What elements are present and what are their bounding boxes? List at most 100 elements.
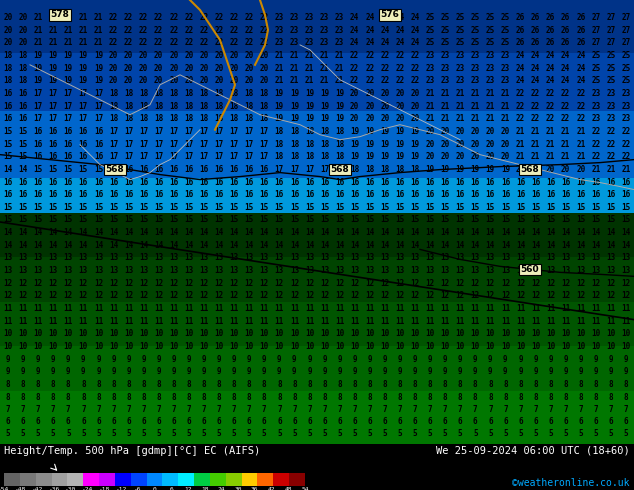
Text: 21: 21 bbox=[320, 64, 329, 74]
Text: 18: 18 bbox=[184, 89, 193, 98]
Text: 18: 18 bbox=[335, 140, 344, 149]
Text: 21: 21 bbox=[546, 152, 555, 161]
Text: 14: 14 bbox=[214, 228, 224, 237]
Text: 23: 23 bbox=[592, 89, 600, 98]
Text: 20: 20 bbox=[199, 76, 209, 85]
Text: 14: 14 bbox=[139, 241, 148, 250]
Text: 11: 11 bbox=[561, 317, 571, 326]
Text: 16: 16 bbox=[425, 190, 435, 199]
Text: 17: 17 bbox=[214, 127, 224, 136]
Text: 14: 14 bbox=[501, 241, 510, 250]
Text: 11: 11 bbox=[18, 304, 28, 313]
Text: 22: 22 bbox=[245, 38, 254, 48]
Text: 5: 5 bbox=[322, 429, 327, 439]
Text: 9: 9 bbox=[488, 355, 493, 364]
Text: 9: 9 bbox=[6, 355, 10, 364]
Text: 20: 20 bbox=[154, 51, 164, 60]
Text: 25: 25 bbox=[425, 26, 435, 35]
Text: 16: 16 bbox=[63, 190, 73, 199]
Text: 10: 10 bbox=[486, 342, 495, 351]
Text: ©weatheronline.co.uk: ©weatheronline.co.uk bbox=[512, 478, 630, 488]
Text: 22: 22 bbox=[516, 114, 525, 123]
Text: 14: 14 bbox=[350, 241, 359, 250]
Text: 6: 6 bbox=[307, 417, 312, 426]
Text: 8: 8 bbox=[458, 380, 463, 389]
Text: 14: 14 bbox=[576, 228, 585, 237]
Text: 18: 18 bbox=[230, 102, 239, 111]
Text: 22: 22 bbox=[109, 38, 118, 48]
Text: 19: 19 bbox=[365, 140, 375, 149]
Text: 10: 10 bbox=[546, 342, 555, 351]
Text: 8: 8 bbox=[337, 392, 342, 401]
Text: 14: 14 bbox=[230, 241, 239, 250]
Text: 11: 11 bbox=[3, 317, 13, 326]
Text: 16: 16 bbox=[199, 190, 209, 199]
Text: 17: 17 bbox=[139, 152, 148, 161]
Text: 14: 14 bbox=[3, 228, 13, 237]
Text: 26: 26 bbox=[531, 26, 540, 35]
Text: 15: 15 bbox=[470, 203, 480, 212]
Text: 26: 26 bbox=[576, 13, 585, 23]
Text: 15: 15 bbox=[18, 127, 28, 136]
Text: 11: 11 bbox=[546, 317, 555, 326]
Text: 14: 14 bbox=[456, 228, 465, 237]
Text: 8: 8 bbox=[171, 380, 176, 389]
Text: 12: 12 bbox=[365, 279, 375, 288]
Text: 13: 13 bbox=[169, 266, 178, 275]
Text: 19: 19 bbox=[380, 127, 389, 136]
Text: 9: 9 bbox=[593, 367, 598, 376]
Text: 12: 12 bbox=[621, 291, 631, 300]
Text: 16: 16 bbox=[259, 165, 269, 174]
Text: 17: 17 bbox=[79, 102, 88, 111]
Text: 16: 16 bbox=[486, 178, 495, 187]
Text: 8: 8 bbox=[232, 380, 236, 389]
Text: 8: 8 bbox=[157, 380, 161, 389]
Text: 5: 5 bbox=[36, 429, 41, 439]
Text: 11: 11 bbox=[546, 304, 555, 313]
Text: 13: 13 bbox=[214, 253, 224, 262]
Text: 6: 6 bbox=[169, 487, 173, 490]
Text: 13: 13 bbox=[441, 266, 450, 275]
Text: 22: 22 bbox=[169, 13, 178, 23]
Text: 21: 21 bbox=[576, 140, 585, 149]
Text: 25: 25 bbox=[456, 13, 465, 23]
Text: 13: 13 bbox=[199, 253, 209, 262]
Text: 18: 18 bbox=[365, 165, 375, 174]
Text: 5: 5 bbox=[368, 429, 372, 439]
Text: 9: 9 bbox=[398, 367, 402, 376]
Text: 19: 19 bbox=[290, 114, 299, 123]
Text: 22: 22 bbox=[546, 102, 555, 111]
Text: 12: 12 bbox=[516, 291, 525, 300]
Text: 10: 10 bbox=[199, 329, 209, 338]
Text: 15: 15 bbox=[275, 215, 284, 224]
Text: 22: 22 bbox=[576, 102, 585, 111]
Text: 14: 14 bbox=[425, 241, 435, 250]
Text: 21: 21 bbox=[290, 76, 299, 85]
Text: 18: 18 bbox=[245, 102, 254, 111]
Text: 21: 21 bbox=[34, 38, 42, 48]
Text: 15: 15 bbox=[305, 215, 314, 224]
Text: 10: 10 bbox=[470, 342, 480, 351]
Text: 6: 6 bbox=[578, 417, 583, 426]
Text: 20: 20 bbox=[350, 89, 359, 98]
Text: 54: 54 bbox=[301, 487, 309, 490]
Text: 22: 22 bbox=[259, 13, 269, 23]
Text: 7: 7 bbox=[202, 405, 206, 414]
Text: 7: 7 bbox=[488, 405, 493, 414]
Text: 16: 16 bbox=[63, 152, 73, 161]
Text: 9: 9 bbox=[458, 355, 463, 364]
Text: 16: 16 bbox=[395, 190, 404, 199]
Text: 5: 5 bbox=[398, 429, 402, 439]
Text: 18: 18 bbox=[259, 89, 269, 98]
Text: 23: 23 bbox=[275, 26, 284, 35]
Text: 9: 9 bbox=[473, 367, 477, 376]
Text: 10: 10 bbox=[380, 342, 389, 351]
Text: 14: 14 bbox=[320, 228, 329, 237]
Text: 9: 9 bbox=[503, 367, 508, 376]
Text: 17: 17 bbox=[79, 114, 88, 123]
Text: 7: 7 bbox=[111, 405, 116, 414]
Text: 8: 8 bbox=[36, 380, 41, 389]
Text: 24: 24 bbox=[365, 13, 375, 23]
Text: 10: 10 bbox=[63, 329, 73, 338]
Text: 8: 8 bbox=[413, 380, 417, 389]
